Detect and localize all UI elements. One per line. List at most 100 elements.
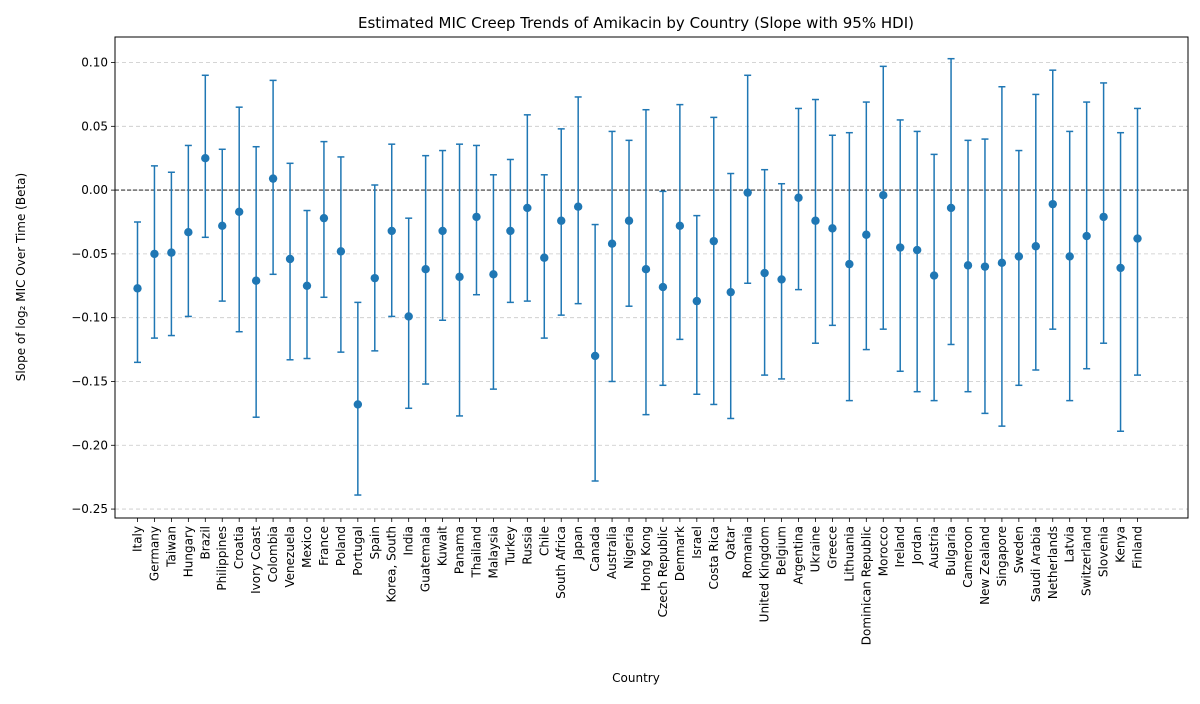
x-tick-label: Malaysia [486,526,500,578]
x-tick-label: Ivory Coast [249,526,263,594]
slope-point [319,213,329,223]
slope-point [234,207,244,216]
slope-point [573,202,583,211]
y-tick-label: 0.00 [81,183,108,197]
slope-point [421,265,430,274]
x-tick-label: Dominican Republic [859,526,873,645]
slope-point [201,154,210,163]
x-tick-label: Sweden [1012,526,1026,573]
slope-point [268,174,278,183]
x-tick-label: Venezuela [283,526,297,588]
x-tick-label: Germany [147,526,161,581]
x-tick-label: Romania [741,526,755,578]
slope-point [1014,252,1024,261]
x-tick-label: Croatia [232,526,246,569]
chart-title: Estimated MIC Creep Trends of Amikacin b… [358,14,914,32]
slope-point [760,268,769,278]
slope-point [540,253,549,262]
slope-point [438,226,447,236]
x-tick-label: Canada [588,526,602,572]
x-tick-label: Cameroon [961,526,975,588]
slope-point [590,351,600,361]
y-tick-label: 0.10 [81,56,108,70]
slope-point [404,312,413,321]
y-tick-label: −0.05 [71,247,108,261]
slope-point [387,226,396,236]
slope-point [1082,231,1091,241]
slope-point [1133,234,1142,243]
slope-point [624,216,634,225]
x-tick-label: Spain [368,526,382,560]
slope-point [658,282,668,292]
x-tick-label: Singapore [995,526,1009,587]
slope-point [150,249,159,259]
slope-point [811,216,820,225]
slope-point [946,203,956,213]
x-tick-label: Colombia [266,526,280,582]
slope-point [218,221,227,231]
x-tick-label: Qatar [724,526,738,560]
slope-point [726,287,735,297]
x-tick-label: Philippines [215,526,229,591]
y-tick-label: −0.10 [71,311,108,325]
y-tick-label: −0.25 [71,502,108,516]
y-tick-label: −0.15 [71,374,108,388]
x-tick-label: Lithuania [842,526,856,582]
x-tick-label: Morocco [876,526,890,576]
plot-frame [114,36,1189,519]
x-tick-label: Hong Kong [639,526,653,591]
slope-point [912,245,922,255]
x-tick-label: Belgium [775,526,789,575]
slope-point [1116,263,1125,273]
slope-point [285,254,295,264]
slope-point [336,247,346,256]
x-tick-label: Panama [453,526,467,574]
x-tick-label: Korea, South [385,526,399,603]
x-tick-label: Chile [537,526,551,556]
x-tick-label: Czech Republic [656,526,670,617]
slope-point [557,216,566,225]
x-tick-label: Russia [520,526,534,565]
x-tick-label: Ireland [893,526,907,568]
gridlines [115,62,1188,510]
slope-point [845,259,854,269]
x-tick-label: Kuwait [436,526,450,566]
x-tick-label: Kenya [1114,526,1128,563]
slope-point [997,258,1007,268]
slope-point [251,276,261,285]
slope-point [370,273,379,283]
slope-point [641,265,651,274]
slope-point [133,284,142,293]
slope-point [523,203,532,213]
x-tick-label: United Kingdom [758,526,772,622]
axes: 0.10 0.05 0.00 −0.05 −0.10 −0.15 −0.20 −0.25 Ita… [71,36,1189,645]
slope-point [1048,199,1057,209]
x-tick-label: Denmark [673,526,687,581]
slope-point [709,236,718,246]
data-marks [133,57,1142,496]
slope-point [777,275,786,284]
x-tick-label: Slovenia [1097,526,1111,577]
x-tick-label: France [317,526,331,566]
slope-point [472,212,481,222]
x-tick-label: Poland [334,526,348,566]
slope-point [963,261,973,270]
slope-point [455,272,464,282]
y-axis-title: Slope of log₂ MIC Over Time (Beta) [14,173,28,381]
x-tick-label: Austria [927,526,941,568]
slope-point [879,191,888,200]
slope-point [675,221,685,231]
x-tick-label: Guatemala [419,526,433,592]
x-tick-label: Brazil [198,526,212,560]
slope-point [353,400,363,409]
x-tick-label: Hungary [181,526,195,577]
slope-point [980,262,990,271]
slope-point [302,281,312,290]
x-tick-label: Jordan [910,526,924,565]
slope-point [828,224,837,233]
x-tick-label: Switzerland [1080,526,1094,596]
x-tick-label: Japan [571,526,585,560]
x-tick-label: Italy [131,526,145,552]
